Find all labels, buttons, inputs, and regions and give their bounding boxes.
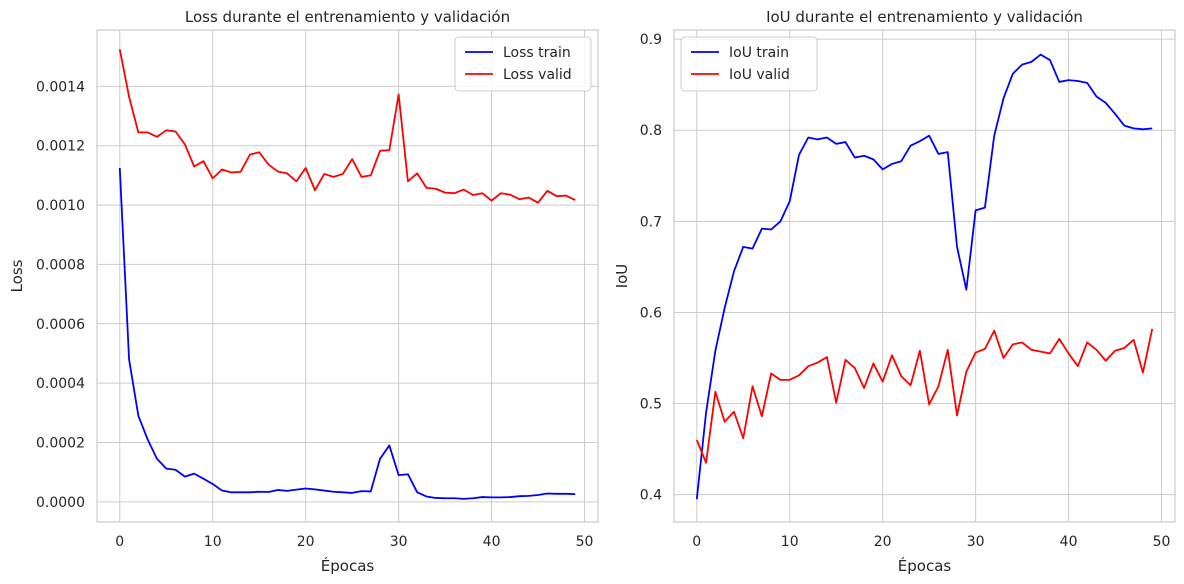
plot-frame bbox=[673, 29, 1176, 523]
y-tick-label: 0.0010 bbox=[36, 198, 85, 214]
legend: IoU train IoU valid bbox=[680, 36, 818, 92]
chart-title: Loss durante el entrenamiento y validaci… bbox=[185, 8, 510, 26]
y-tick-label: 0.0004 bbox=[36, 376, 85, 392]
y-tick-label: 0.9 bbox=[640, 32, 662, 48]
x-tick-label: 20 bbox=[874, 534, 892, 550]
x-axis-label: Épocas bbox=[898, 556, 952, 575]
y-tick-label: 0.4 bbox=[640, 488, 662, 504]
x-tick-label: 50 bbox=[576, 534, 594, 550]
x-tick-label: 10 bbox=[204, 534, 222, 550]
series-line-valid bbox=[695, 328, 1154, 464]
legend-box bbox=[454, 36, 592, 92]
y-tick-label: 0.8 bbox=[640, 123, 662, 139]
legend-label: Loss valid bbox=[503, 67, 572, 83]
x-tick-label: 10 bbox=[781, 534, 799, 550]
y-tick-label: 0.0014 bbox=[36, 79, 85, 95]
x-tick-label: 0 bbox=[692, 534, 701, 550]
chart-title: IoU durante el entrenamiento y validació… bbox=[766, 8, 1083, 26]
iou-chart: 0 10 20 30 40 50 0.4 0.5 0.6 0.7 0.8 0.9 IoU durante… bbox=[613, 8, 1176, 575]
x-tick-label: 50 bbox=[1153, 534, 1171, 550]
legend-label: Loss train bbox=[503, 45, 571, 61]
plot-frame bbox=[96, 29, 599, 523]
y-tick-label: 0.0012 bbox=[36, 139, 85, 155]
y-tick-label: 0.6 bbox=[640, 305, 662, 321]
series-line-train bbox=[695, 53, 1153, 500]
y-tick-label: 0.0002 bbox=[36, 435, 85, 451]
legend-label: IoU train bbox=[729, 45, 789, 61]
x-tick-label: 0 bbox=[115, 534, 124, 550]
y-tick-label: 0.7 bbox=[640, 214, 662, 230]
y-tick-label: 0.0008 bbox=[36, 257, 85, 273]
y-tick-label: 0.0006 bbox=[36, 317, 85, 333]
x-tick-label: 40 bbox=[1060, 534, 1078, 550]
loss-chart: 0 10 20 30 40 50 0.0000 0.0002 0.0004 0.0006 0.000… bbox=[8, 8, 599, 575]
series-line-valid bbox=[118, 49, 576, 204]
y-axis-label: Loss bbox=[8, 259, 26, 292]
x-axis-label: Épocas bbox=[321, 556, 375, 575]
legend-box bbox=[680, 36, 818, 92]
legend-label: IoU valid bbox=[729, 67, 790, 83]
legend: Loss train Loss valid bbox=[454, 36, 592, 92]
x-tick-label: 30 bbox=[390, 534, 408, 550]
series-line-train bbox=[118, 167, 576, 500]
x-tick-label: 30 bbox=[967, 534, 985, 550]
y-tick-label: 0.5 bbox=[640, 397, 662, 413]
y-axis-label: IoU bbox=[613, 264, 631, 289]
x-tick-label: 20 bbox=[297, 534, 315, 550]
x-tick-label: 40 bbox=[483, 534, 501, 550]
y-tick-label: 0.0000 bbox=[36, 495, 85, 511]
